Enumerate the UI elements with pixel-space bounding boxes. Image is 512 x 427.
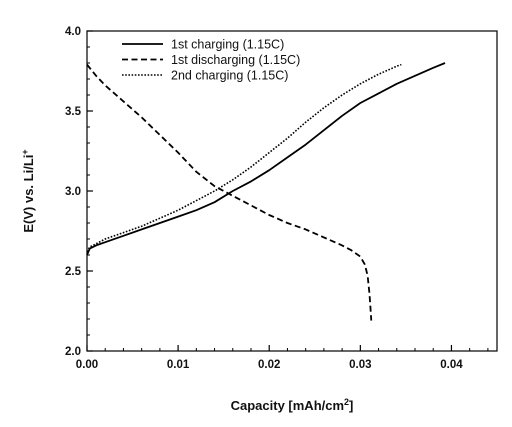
x-axis-title-sup: 2 bbox=[344, 397, 349, 407]
y-tick-label: 2.0 bbox=[65, 346, 81, 358]
y-tick-label: 4.0 bbox=[65, 26, 81, 38]
x-tick-label: 0.01 bbox=[167, 359, 190, 371]
legend-label-2: 1st discharging (1.15C) bbox=[171, 53, 300, 67]
x-tick-label: 0.04 bbox=[440, 359, 463, 371]
legend: 1st charging (1.15C)1st discharging (1.1… bbox=[122, 38, 300, 83]
y-tick-label: 2.5 bbox=[65, 266, 82, 278]
x-axis-title-main: Capacity [mAh/cm bbox=[231, 398, 344, 413]
series-line-2 bbox=[86, 64, 373, 321]
y-tick-label: 3.5 bbox=[65, 106, 82, 118]
data-series bbox=[86, 62, 446, 321]
x-axis-title-suffix: ] bbox=[349, 398, 353, 413]
y-axis-title-sup: + bbox=[20, 149, 30, 154]
legend-label-1: 1st charging (1.15C) bbox=[171, 38, 284, 52]
x-tick-label: 0.00 bbox=[76, 359, 98, 371]
x-tick-label: 0.02 bbox=[258, 359, 280, 371]
x-axis-title: Capacity [mAh/cm2] bbox=[231, 397, 354, 413]
y-tick-label: 3.0 bbox=[65, 186, 81, 198]
x-tick-label: 0.03 bbox=[349, 359, 371, 371]
axis-ticks: 0.00 0.01 0.02 0.03 0.04 2.0 2.5 3.0 3.5 4.0 bbox=[65, 26, 489, 371]
plot-frame bbox=[86, 30, 498, 352]
plot-axes bbox=[86, 30, 498, 352]
legend-label-3: 2nd charging (1.15C) bbox=[171, 69, 288, 83]
y-axis-title: E(V) vs. Li/Li+ bbox=[20, 149, 36, 232]
y-axis-title-main: E(V) vs. Li/Li bbox=[21, 155, 36, 233]
series-line-3 bbox=[86, 63, 402, 253]
series-line-1 bbox=[86, 62, 446, 256]
